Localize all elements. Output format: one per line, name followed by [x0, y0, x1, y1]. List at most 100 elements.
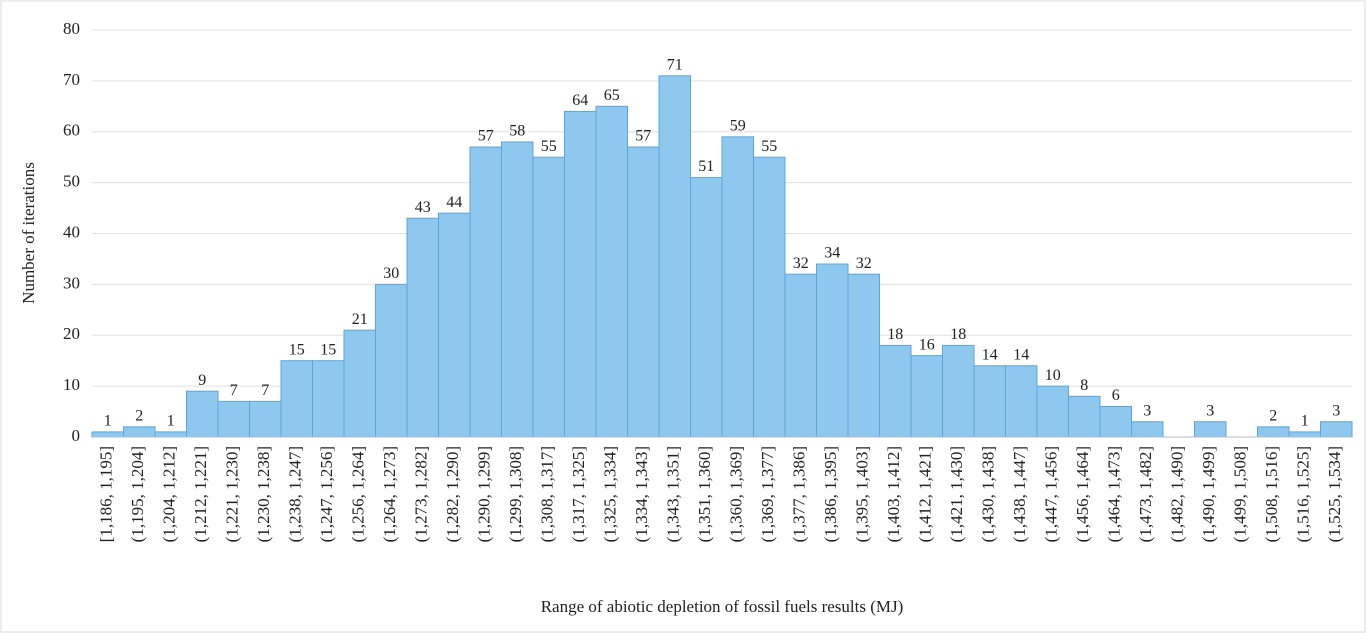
x-tick-label: (1,421, 1,430] [947, 446, 966, 542]
bar [753, 156, 786, 438]
data-label: 57 [478, 128, 494, 145]
bar [343, 329, 376, 438]
y-tick-label: 40 [63, 222, 80, 241]
data-label: 14 [1013, 346, 1029, 363]
x-tick-label: (1,525, 1,534] [1325, 446, 1344, 542]
x-tick-label: (1,490, 1,499] [1199, 446, 1218, 542]
x-tick-label: (1,273, 1,282] [412, 446, 431, 542]
x-tick-label: (1,334, 1,343] [632, 446, 651, 542]
x-tick-label: (1,438, 1,447] [1010, 446, 1029, 542]
x-tick-label: (1,317, 1,325] [569, 446, 588, 542]
data-label: 18 [887, 326, 903, 343]
bar [721, 136, 754, 438]
data-label: 18 [950, 326, 966, 343]
bar [1194, 421, 1227, 438]
y-tick-label: 0 [72, 426, 81, 445]
x-tick-label: (1,238, 1,247] [286, 446, 305, 542]
bar [627, 146, 660, 438]
bar [280, 360, 313, 438]
data-label: 57 [635, 128, 651, 145]
y-axis-title: Number of iterations [19, 162, 38, 304]
bar [1288, 431, 1321, 438]
x-tick-label: (1,412, 1,421] [916, 446, 935, 542]
bar [1320, 421, 1353, 438]
x-tick-label: (1,299, 1,308] [506, 446, 525, 542]
x-tick-label: (1,308, 1,317] [538, 446, 557, 542]
x-tick-label: (1,290, 1,299] [475, 446, 494, 542]
data-label: 34 [824, 245, 840, 262]
y-tick-label: 30 [63, 273, 80, 292]
x-tick-label: (1,282, 1,290] [443, 446, 462, 542]
y-tick-label: 20 [63, 324, 80, 343]
data-label: 65 [604, 87, 620, 104]
x-tick-label: (1,247, 1,256] [317, 446, 336, 542]
x-tick-label: (1,264, 1,273] [380, 446, 399, 542]
data-label: 2 [1269, 407, 1277, 424]
x-tick-label: (1,464, 1,473] [1105, 446, 1124, 542]
bar [375, 283, 408, 438]
data-label: 6 [1112, 387, 1120, 404]
data-label: 2 [135, 407, 143, 424]
y-tick-label: 50 [63, 172, 80, 191]
bar [1099, 405, 1132, 438]
data-label: 58 [509, 123, 525, 140]
bar [154, 431, 187, 438]
bar [1131, 421, 1164, 438]
bar [690, 177, 723, 438]
x-tick-label: (1,456, 1,464] [1073, 446, 1092, 542]
data-label: 16 [919, 336, 935, 353]
bar [816, 263, 849, 438]
bar [910, 355, 943, 438]
x-tick-label: (1,516, 1,525] [1294, 446, 1313, 542]
data-label: 55 [541, 138, 557, 155]
data-label: 9 [198, 372, 206, 389]
x-tick-label: (1,447, 1,456] [1042, 446, 1061, 542]
x-tick-label: (1,508, 1,516] [1262, 446, 1281, 542]
data-label: 51 [698, 158, 714, 175]
x-tick-label: (1,351, 1,360] [695, 446, 714, 542]
y-tick-label: 10 [63, 375, 80, 394]
bar [564, 110, 597, 438]
bar [879, 344, 912, 438]
data-label: 15 [320, 341, 336, 358]
x-axis-title: Range of abiotic depletion of fossil fue… [541, 597, 904, 616]
data-label: 30 [383, 265, 399, 282]
x-tick-label: (1,430, 1,438] [979, 446, 998, 542]
bar [532, 156, 565, 438]
x-tick-label: (1,230, 1,238] [254, 446, 273, 542]
data-label: 7 [261, 382, 269, 399]
bar [1005, 365, 1038, 438]
bar [123, 426, 156, 438]
bar [186, 390, 219, 438]
bar [595, 105, 628, 438]
bar [1257, 426, 1290, 438]
data-label: 55 [761, 138, 777, 155]
x-tick-label: (1,395, 1,403] [853, 446, 872, 542]
data-label: 1 [167, 413, 175, 430]
data-label: 43 [415, 199, 431, 216]
bar [1068, 395, 1101, 438]
bar [406, 217, 439, 438]
data-label: 3 [1143, 402, 1151, 419]
data-label: 1 [1301, 413, 1309, 430]
data-label: 15 [289, 341, 305, 358]
x-tick-label: (1,256, 1,264] [349, 446, 368, 542]
bar [1036, 385, 1069, 438]
data-label: 32 [856, 255, 872, 272]
x-tick-label: (1,360, 1,369] [727, 446, 746, 542]
y-tick-label: 80 [63, 19, 80, 38]
bar [249, 400, 282, 438]
bar [91, 431, 124, 438]
data-label: 44 [446, 194, 462, 211]
x-tick-label: (1,212, 1,221] [191, 446, 210, 542]
data-label: 64 [572, 92, 588, 109]
data-label: 10 [1045, 367, 1061, 384]
data-label: 14 [982, 346, 998, 363]
bar [312, 360, 345, 438]
bar [942, 344, 975, 438]
x-tick-label: (1,403, 1,412] [884, 446, 903, 542]
data-label: 3 [1206, 402, 1214, 419]
x-tick-label: [1,186, 1,195] [97, 446, 116, 542]
data-label: 21 [352, 311, 368, 328]
bar [658, 75, 691, 438]
